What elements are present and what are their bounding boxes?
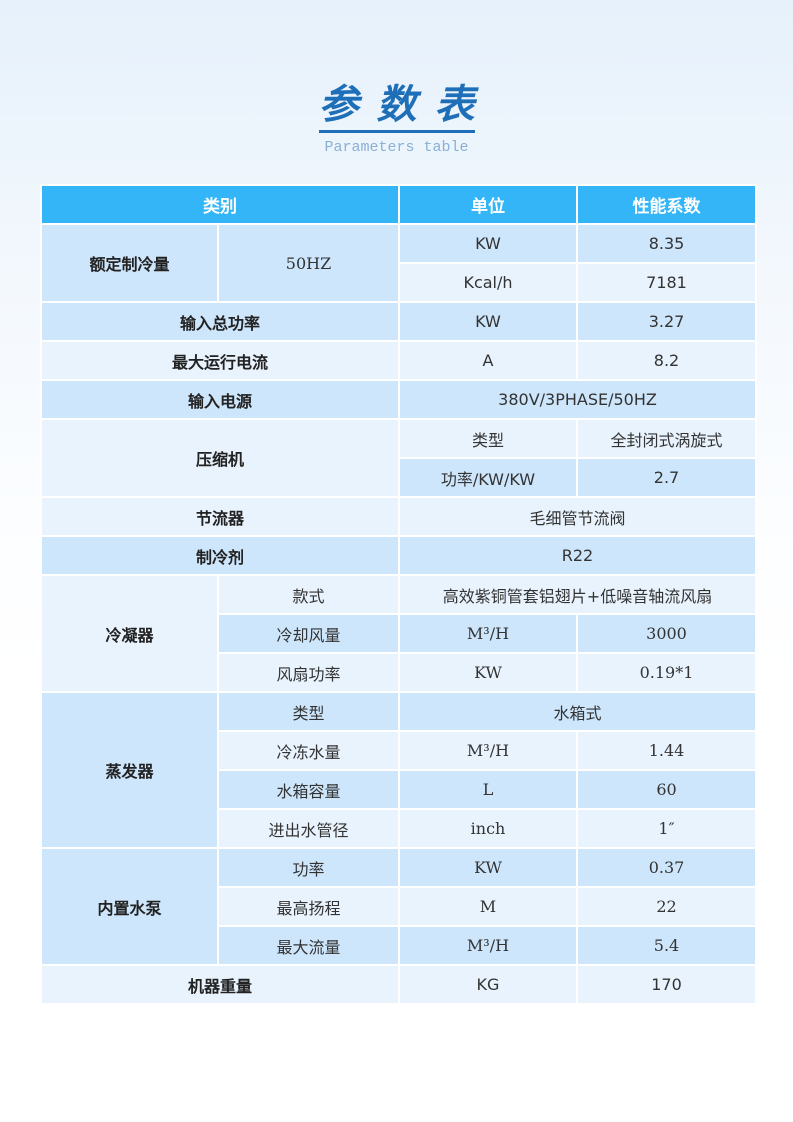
category-label: 最大运行电流 — [40, 340, 400, 381]
item-label: 风扇功率 — [217, 652, 400, 693]
category-label: 制冷剂 — [40, 535, 400, 576]
item-unit: M³/H — [398, 925, 578, 966]
table-row: 最大运行电流 A 8.2 — [40, 340, 757, 381]
category-label: 机器重量 — [40, 964, 400, 1005]
item-label: 最高扬程 — [217, 886, 400, 927]
header-category: 类别 — [40, 184, 400, 225]
table-row: 功率/KW/KW 2.7 — [41, 457, 757, 498]
header-value: 性能系数 — [576, 184, 757, 225]
item-unit: 类型 — [398, 418, 578, 459]
header-unit: 单位 — [398, 184, 578, 225]
item-value: 0.37 — [576, 847, 757, 888]
item-unit: KW — [398, 652, 578, 693]
item-unit: inch — [398, 808, 578, 849]
item-unit: KW — [398, 223, 578, 264]
table-row: 内置水泵 功率 KW 0.37 — [40, 847, 757, 966]
category-label: 输入电源 — [40, 379, 400, 420]
table-row: 进出水管径 inch 1″ — [41, 808, 757, 849]
item-value: 3000 — [576, 613, 757, 654]
item-value: 1.44 — [576, 730, 757, 771]
category-label: 输入总功率 — [40, 301, 400, 342]
item-value: R22 — [398, 535, 757, 576]
item-value: 22 — [576, 886, 757, 927]
page-subtitle: Parameters table — [324, 139, 469, 156]
table-row: 输入电源 380V/3PHASE/50HZ — [40, 379, 757, 420]
category-label: 额定制冷量 — [40, 223, 219, 303]
category-label: 内置水泵 — [40, 847, 219, 966]
parameters-table: 类别 单位 性能系数 额定制冷量 50HZ KW 8.35 Kcal/h 7181 输入总功… — [40, 184, 757, 1005]
item-unit: M³/H — [398, 613, 578, 654]
item-unit: Kcal/h — [398, 262, 578, 303]
item-value: 2.7 — [576, 457, 757, 498]
item-label: 功率 — [217, 847, 400, 888]
table-row: 压缩机 类型 全封闭式涡旋式 — [40, 418, 757, 498]
category-label: 压缩机 — [40, 418, 400, 498]
item-value: 380V/3PHASE/50HZ — [398, 379, 757, 420]
item-unit: L — [398, 769, 578, 810]
category-label: 蒸发器 — [40, 691, 219, 849]
item-unit: KW — [398, 847, 578, 888]
item-value: 170 — [576, 964, 757, 1005]
table-row: Kcal/h 7181 — [41, 262, 757, 303]
item-value: 毛细管节流阀 — [398, 496, 757, 537]
category-label: 冷凝器 — [40, 574, 219, 693]
category-label: 节流器 — [40, 496, 400, 537]
item-unit: A — [398, 340, 578, 381]
table-row: 冷却风量 M³/H 3000 — [41, 613, 757, 654]
item-value: 3.27 — [576, 301, 757, 342]
item-unit: M³/H — [398, 730, 578, 771]
table-row: 最大流量 M³/H 5.4 — [41, 925, 757, 966]
table-row: 冷凝器 款式 高效紫铜管套铝翅片+低噪音轴流风扇 — [40, 574, 757, 693]
table-row: 最高扬程 M 22 — [41, 886, 757, 927]
table-row: 机器重量 KG 170 — [40, 964, 757, 1005]
table-row: 冷冻水量 M³/H 1.44 — [41, 730, 757, 771]
item-value: 8.2 — [576, 340, 757, 381]
item-value: 高效紫铜管套铝翅片+低噪音轴流风扇 — [398, 574, 757, 615]
category-sub-label: 50HZ — [217, 223, 400, 303]
table-row: 额定制冷量 50HZ KW 8.35 — [40, 223, 757, 303]
item-value: 7181 — [576, 262, 757, 303]
item-value: 5.4 — [576, 925, 757, 966]
item-unit: KG — [398, 964, 578, 1005]
item-unit: 功率/KW/KW — [398, 457, 578, 498]
table-row: 节流器 毛细管节流阀 — [40, 496, 757, 537]
item-label: 冷却风量 — [217, 613, 400, 654]
table-row: 风扇功率 KW 0.19*1 — [41, 652, 757, 693]
item-label: 冷冻水量 — [217, 730, 400, 771]
item-label: 款式 — [217, 574, 400, 615]
item-label: 水箱容量 — [217, 769, 400, 810]
item-label: 最大流量 — [217, 925, 400, 966]
item-value: 60 — [576, 769, 757, 810]
page-title-block: 参数表 Parameters table — [0, 80, 793, 156]
item-unit: M — [398, 886, 578, 927]
table-row: 制冷剂 R22 — [40, 535, 757, 576]
table-header-row: 类别 单位 性能系数 — [40, 184, 757, 225]
item-value: 1″ — [576, 808, 757, 849]
item-value: 全封闭式涡旋式 — [576, 418, 757, 459]
page-title: 参数表 — [318, 81, 493, 128]
table-row: 输入总功率 KW 3.27 — [40, 301, 757, 342]
item-value: 8.35 — [576, 223, 757, 264]
item-value: 0.19*1 — [576, 652, 757, 693]
table-row: 水箱容量 L 60 — [41, 769, 757, 810]
item-label: 进出水管径 — [217, 808, 400, 849]
item-unit: KW — [398, 301, 578, 342]
item-value: 水箱式 — [398, 691, 757, 732]
title-underline — [318, 130, 475, 133]
table-row: 蒸发器 类型 水箱式 — [40, 691, 757, 849]
item-label: 类型 — [217, 691, 400, 732]
